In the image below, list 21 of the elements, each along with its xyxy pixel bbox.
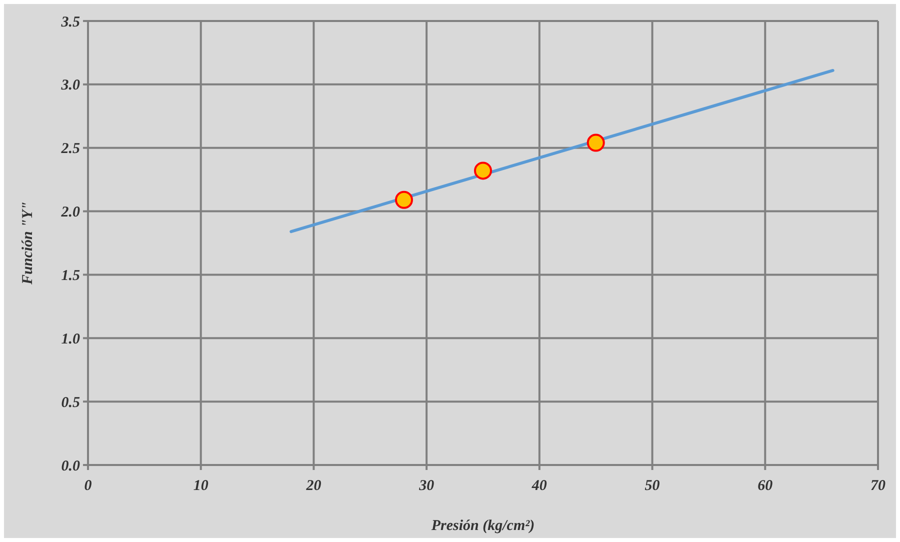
x-tick-label: 70 [870, 478, 886, 494]
y-tick-label: 1.0 [61, 331, 80, 348]
x-tick-label: 60 [758, 478, 774, 494]
x-tick-label: 20 [305, 478, 322, 494]
point [586, 134, 605, 152]
x-tick-label: 50 [644, 478, 660, 494]
y-axis-title: Función "Y" [20, 202, 36, 286]
y-tick-label: 0.5 [61, 394, 80, 411]
y-tick-label: 2.0 [60, 204, 80, 221]
y-tick-label: 2.5 [60, 141, 80, 158]
x-tick-label: 30 [418, 478, 435, 494]
x-tick-label: 40 [530, 478, 548, 494]
point [395, 190, 413, 209]
x-tick-label: 10 [193, 478, 209, 494]
point [474, 162, 492, 180]
y-tick-label: 3.0 [60, 78, 80, 94]
y-tick-label: 3.5 [60, 14, 80, 30]
y-tick-label: 1.5 [61, 268, 80, 284]
y-tick-label: 0.0 [61, 458, 80, 474]
x-axis-title: Presión (kg/cm²) [431, 518, 535, 534]
x-tick-label: 0 [84, 478, 92, 494]
